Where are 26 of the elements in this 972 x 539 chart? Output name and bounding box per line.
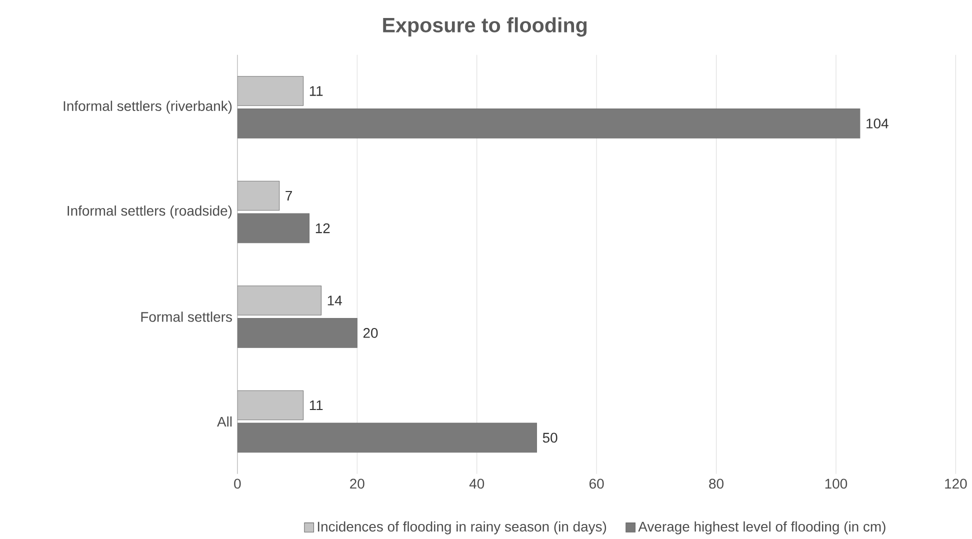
chart-title: Exposure to flooding [383, 17, 587, 37]
bar [237, 286, 322, 316]
data-label: 11 [310, 400, 323, 410]
y-tick-label: Informal settlers (roadside) [68, 206, 232, 219]
data-label: 14 [328, 296, 342, 306]
legend-label: Average highest level of flooding (in cm) [638, 521, 886, 534]
x-tick-label: 100 [825, 478, 848, 489]
x-tick-label: 60 [590, 478, 604, 489]
data-label: 104 [866, 118, 888, 128]
bar [237, 76, 304, 106]
x-tick-label: 80 [709, 478, 724, 489]
bar [237, 390, 304, 420]
data-label: 12 [316, 223, 330, 234]
data-label: 11 [310, 86, 323, 96]
data-label: 50 [542, 432, 558, 443]
y-tick-label: All [217, 416, 232, 427]
x-tick-label: 0 [234, 478, 241, 489]
x-tick-label: 120 [945, 478, 967, 489]
data-label: 7 [286, 191, 292, 201]
y-tick-label: Informal settlers (riverbank) [64, 100, 232, 114]
x-tick-label: 40 [469, 478, 484, 489]
legend-label: Incidences of flooding in rainy season (in days) [318, 521, 606, 534]
bar [237, 180, 280, 211]
x-tick-label: 20 [350, 478, 364, 489]
data-label: 20 [363, 328, 378, 338]
y-tick-label: Formal settlers [141, 312, 232, 322]
